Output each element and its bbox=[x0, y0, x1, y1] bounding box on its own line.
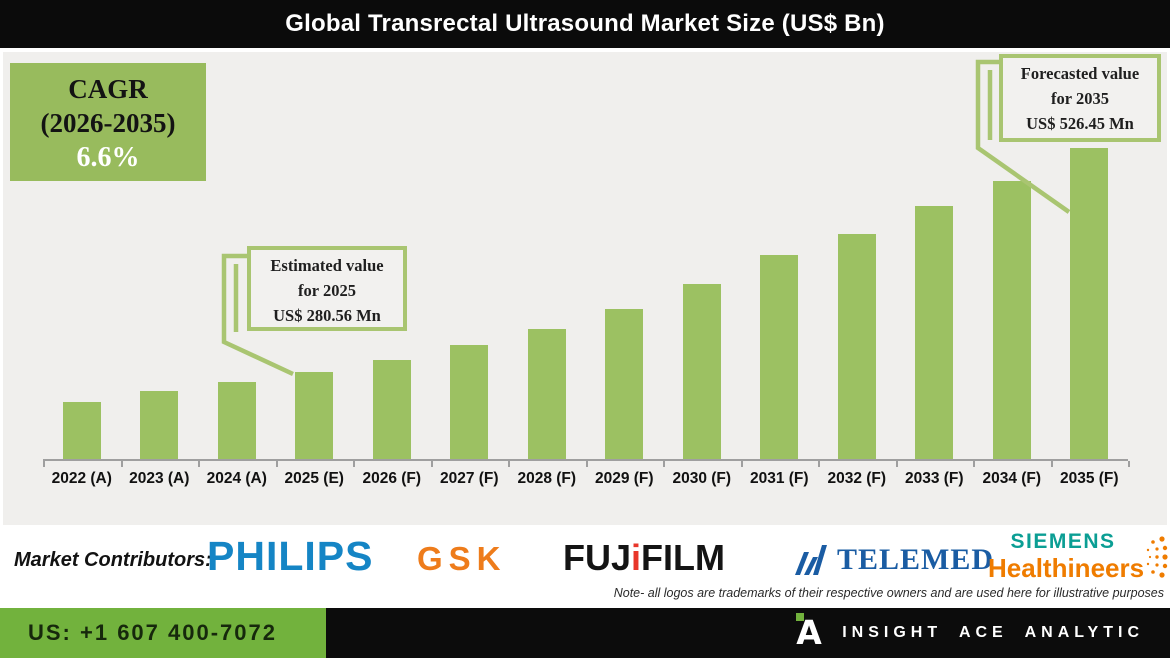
x-axis-tick bbox=[663, 461, 665, 467]
x-label-2029-f-: 2029 (F) bbox=[594, 470, 654, 487]
gsk-logo: GSK bbox=[417, 540, 507, 577]
x-axis-tick bbox=[895, 461, 898, 467]
healthineers-logo-text: Healthineers bbox=[988, 553, 1145, 583]
x-label-2022-a-: 2022 (A) bbox=[51, 470, 112, 487]
x-axis-tick bbox=[430, 461, 433, 467]
healthineers-dots-icon bbox=[1146, 536, 1168, 578]
x-label-2025-e-: 2025 (E) bbox=[284, 470, 344, 487]
x-label-2032-f-: 2032 (F) bbox=[827, 470, 887, 487]
bar-2026-f- bbox=[372, 360, 411, 459]
forecasted-line1: Forecasted value bbox=[1020, 64, 1140, 83]
estimated-value-callout: Estimated value for 2025 US$ 280.56 Mn bbox=[247, 246, 407, 331]
x-axis-line bbox=[43, 459, 1128, 461]
x-label-2034-f-: 2034 (F) bbox=[982, 470, 1042, 487]
bar-2029-f- bbox=[605, 309, 644, 459]
x-axis-tick bbox=[353, 461, 355, 467]
bar-2033-f- bbox=[915, 206, 954, 459]
philips-logo: PHILIPS bbox=[207, 533, 374, 579]
cagr-value: 6.6% bbox=[76, 142, 140, 173]
telemed-logo: TELEMED bbox=[795, 543, 994, 577]
x-label-2033-f-: 2033 (F) bbox=[904, 470, 964, 487]
x-axis-tick bbox=[740, 461, 743, 467]
estimated-line1: Estimated value bbox=[270, 256, 384, 275]
x-axis-tick bbox=[818, 461, 820, 467]
fujifilm-logo-post: FILM bbox=[641, 537, 726, 578]
fujifilm-logo-pre: FUJ bbox=[563, 537, 632, 578]
x-label-2026-f-: 2026 (F) bbox=[362, 470, 422, 487]
insight-ace-logo-icon: A bbox=[796, 613, 822, 652]
bar-2023-a- bbox=[140, 391, 179, 459]
fujifilm-logo: FUJiFILM bbox=[563, 537, 725, 579]
bar-2031-f- bbox=[760, 255, 799, 459]
bar-2025-e- bbox=[295, 372, 334, 459]
page-title: Global Transrectal Ultrasound Market Siz… bbox=[285, 10, 885, 37]
x-axis-tick bbox=[585, 461, 588, 467]
x-label-2035-f-: 2035 (F) bbox=[1059, 470, 1119, 487]
x-label-2027-f-: 2027 (F) bbox=[439, 470, 499, 487]
forecasted-line2: for 2035 bbox=[1051, 89, 1109, 108]
x-axis-tick bbox=[43, 461, 45, 467]
x-label-2031-f-: 2031 (F) bbox=[749, 470, 809, 487]
fujifilm-logo-accent: i bbox=[631, 537, 642, 578]
estimated-line3: US$ 280.56 Mn bbox=[273, 306, 381, 325]
contributors-label: Market Contributors: bbox=[14, 549, 212, 571]
title-bar: Global Transrectal Ultrasound Market Siz… bbox=[0, 0, 1170, 48]
contributors-strip: Market Contributors: PHILIPS GSK FUJiFIL… bbox=[0, 525, 1170, 608]
x-label-2030-f-: 2030 (F) bbox=[672, 470, 732, 487]
siemens-healthineers-logo: SIEMENS Healthineers bbox=[988, 530, 1145, 583]
x-label-2024-a-: 2024 (A) bbox=[206, 470, 267, 487]
callout-connector-lines bbox=[221, 59, 1071, 377]
trademark-note: Note- all logos are trademarks of their … bbox=[613, 586, 1164, 600]
x-label-2028-f-: 2028 (F) bbox=[517, 470, 577, 487]
bar-2035-f- bbox=[1070, 148, 1109, 459]
phone-number: US: +1 607 400-7072 bbox=[28, 620, 277, 645]
bar-2028-f- bbox=[527, 329, 566, 459]
x-axis-tick bbox=[508, 461, 510, 467]
x-axis-tick bbox=[275, 461, 278, 467]
bar-2032-f- bbox=[837, 234, 876, 459]
bar-2027-f- bbox=[450, 345, 489, 459]
bar-2022-a- bbox=[62, 402, 101, 459]
brand-box: A INSIGHT ACE ANALYTIC bbox=[796, 608, 1144, 658]
x-axis-tick bbox=[198, 461, 200, 467]
cagr-callout-box: CAGR (2026-2035) 6.6% bbox=[10, 63, 206, 181]
bar-2030-f- bbox=[682, 284, 721, 459]
siemens-logo-text: SIEMENS bbox=[1010, 530, 1116, 553]
forecasted-line3: US$ 526.45 Mn bbox=[1026, 114, 1134, 133]
footer-bar: US: +1 607 400-7072 A INSIGHT ACE ANALYT… bbox=[0, 608, 1170, 658]
x-axis-tick bbox=[120, 461, 123, 467]
x-axis-tick bbox=[973, 461, 975, 467]
forecasted-value-callout: Forecasted value for 2035 US$ 526.45 Mn bbox=[999, 54, 1161, 142]
x-label-2023-a-: 2023 (A) bbox=[129, 470, 190, 487]
phone-box: US: +1 607 400-7072 bbox=[0, 608, 326, 658]
x-axis-tick bbox=[1128, 461, 1130, 467]
brand-name: INSIGHT ACE ANALYTIC bbox=[842, 624, 1144, 641]
telemed-logo-text: TELEMED bbox=[837, 543, 995, 576]
cagr-label: CAGR bbox=[68, 74, 148, 104]
x-axis-tick bbox=[1050, 461, 1053, 467]
chart-area: CAGR (2026-2035) 6.6% Estimated value fo… bbox=[3, 52, 1167, 525]
telemed-icon bbox=[795, 545, 827, 575]
estimated-line2: for 2025 bbox=[298, 281, 356, 300]
bar-2024-a- bbox=[217, 382, 256, 459]
bar-2034-f- bbox=[992, 181, 1031, 459]
cagr-range: (2026-2035) bbox=[40, 108, 176, 138]
